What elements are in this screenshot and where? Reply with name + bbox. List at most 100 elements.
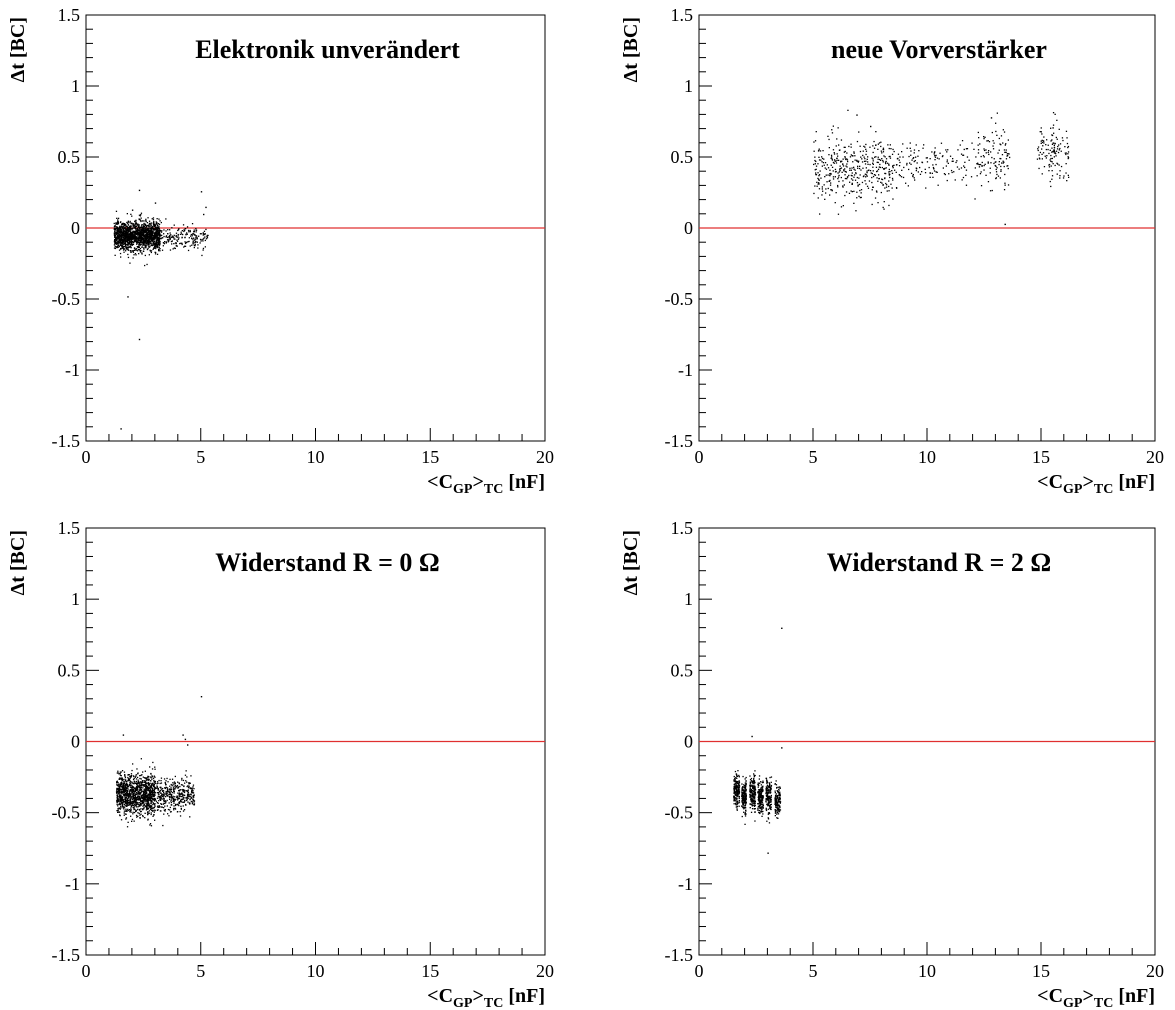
data-point	[869, 170, 872, 172]
y-tick-label: 0.5	[58, 147, 81, 167]
data-point	[146, 786, 148, 788]
data-point	[156, 240, 158, 242]
data-point	[173, 799, 175, 801]
data-point	[157, 232, 159, 234]
data-point	[745, 782, 747, 784]
data-point	[189, 802, 191, 804]
data-point	[1050, 165, 1052, 167]
data-point	[745, 789, 747, 791]
data-point	[174, 782, 176, 784]
data-point	[1038, 167, 1040, 170]
data-point	[122, 734, 125, 736]
data-point	[882, 147, 885, 149]
data-point	[919, 173, 922, 175]
data-point	[881, 178, 884, 181]
data-point	[123, 781, 125, 783]
data-point	[136, 237, 139, 239]
data-point	[142, 776, 144, 778]
data-point	[735, 797, 738, 799]
data-point	[181, 779, 183, 781]
data-point	[818, 174, 821, 176]
data-point	[129, 781, 131, 784]
data-point	[1058, 144, 1060, 146]
data-point	[131, 223, 134, 225]
data-point	[745, 801, 747, 804]
data-point	[990, 117, 993, 119]
data-point	[147, 800, 150, 802]
data-point	[134, 239, 137, 242]
data-point	[118, 238, 120, 241]
data-point	[164, 810, 166, 812]
data-point	[852, 161, 854, 163]
data-point	[988, 141, 991, 143]
data-point	[161, 795, 164, 797]
data-point	[147, 225, 149, 227]
data-point	[889, 155, 891, 158]
data-point	[125, 237, 127, 239]
data-point	[189, 229, 191, 232]
data-point	[157, 802, 159, 804]
x-tick-label: 15	[1032, 447, 1050, 467]
data-point	[179, 233, 182, 235]
data-point	[888, 164, 890, 166]
data-point	[983, 138, 985, 140]
data-point	[881, 166, 883, 169]
data-point	[126, 244, 128, 246]
data-point	[172, 787, 175, 789]
data-point	[192, 795, 194, 797]
data-point	[123, 784, 125, 786]
data-point	[856, 182, 859, 184]
data-point	[147, 238, 149, 240]
data-point	[177, 792, 179, 794]
data-point	[173, 809, 175, 811]
data-point	[143, 247, 145, 249]
data-point	[134, 253, 137, 255]
data-point	[127, 239, 129, 241]
data-point	[152, 241, 154, 243]
y-tick-label: -1	[678, 360, 693, 380]
data-point	[743, 801, 745, 803]
data-point	[135, 801, 137, 803]
data-point	[936, 157, 939, 159]
data-point	[985, 149, 987, 151]
data-point	[951, 160, 953, 162]
data-point	[164, 782, 167, 784]
data-point	[1003, 149, 1006, 151]
data-point	[113, 222, 115, 225]
data-point	[735, 799, 737, 801]
data-point	[123, 224, 125, 226]
data-point	[187, 744, 189, 746]
data-point	[148, 778, 150, 780]
data-point	[175, 234, 177, 237]
data-point	[155, 230, 157, 233]
data-point	[829, 184, 832, 186]
data-point	[144, 791, 146, 793]
data-point	[181, 801, 183, 803]
data-point	[123, 251, 125, 253]
data-point	[983, 156, 985, 158]
data-point	[125, 800, 127, 802]
data-point	[163, 809, 165, 811]
data-point	[193, 799, 195, 801]
data-point	[878, 178, 880, 180]
data-point	[180, 800, 182, 803]
data-point	[143, 223, 145, 225]
data-point	[123, 792, 125, 794]
data-point	[134, 804, 136, 806]
data-point	[120, 237, 123, 240]
data-point	[129, 238, 131, 241]
data-point	[163, 233, 165, 235]
data-point	[933, 168, 935, 170]
data-point	[147, 811, 149, 813]
data-point	[156, 226, 158, 229]
data-point	[885, 167, 887, 169]
y-tick-label: 1	[684, 76, 693, 96]
data-point	[122, 792, 125, 794]
data-point	[170, 240, 173, 243]
data-point	[157, 233, 159, 235]
data-point	[126, 794, 128, 796]
data-point	[114, 229, 116, 232]
data-point	[130, 775, 132, 778]
data-point	[831, 166, 834, 168]
